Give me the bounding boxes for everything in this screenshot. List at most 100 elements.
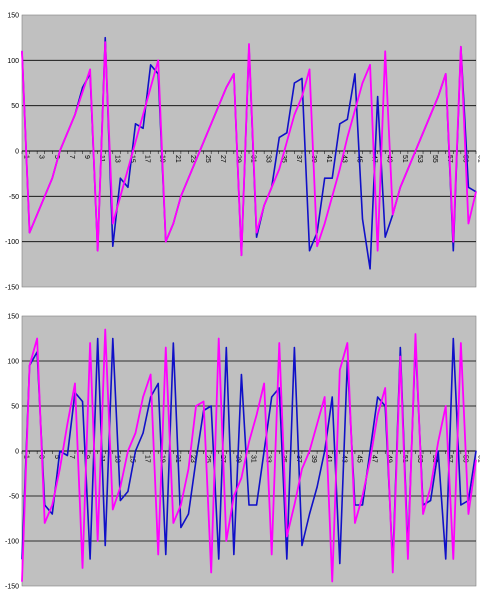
data-point-blue: [475, 450, 477, 452]
data-point-magenta: [127, 168, 129, 170]
data-point-magenta: [240, 477, 243, 479]
data-point-magenta: [195, 159, 197, 161]
data-point-magenta: [28, 364, 31, 367]
data-point-blue: [301, 544, 303, 547]
x-tick-label: 49: [386, 455, 393, 463]
y-tick-label: 150: [7, 314, 19, 321]
data-point-magenta: [233, 73, 235, 75]
data-point-magenta: [74, 114, 76, 116]
data-point-magenta: [119, 195, 121, 197]
x-tick-label: 47: [371, 455, 378, 463]
x-tick-label: 13: [113, 455, 120, 463]
data-point-blue: [354, 73, 356, 75]
data-point-magenta: [271, 186, 273, 188]
data-point-magenta: [127, 450, 129, 452]
data-point-magenta: [339, 369, 341, 371]
data-point-magenta: [142, 114, 144, 116]
data-point-blue: [187, 513, 190, 515]
data-point-blue: [165, 553, 167, 556]
data-point-magenta: [475, 191, 477, 193]
data-point-blue: [134, 123, 137, 125]
x-tick-label: 15: [128, 455, 135, 463]
x-tick-label: 53: [416, 155, 423, 163]
data-point-magenta: [301, 468, 303, 470]
y-tick-label: 150: [7, 13, 19, 20]
y-tick-label: 100: [7, 58, 19, 65]
x-tick-label: 59: [461, 455, 468, 463]
data-point-magenta: [157, 553, 159, 556]
x-tick-label: 37: [295, 155, 302, 163]
data-point-magenta: [28, 232, 31, 234]
data-point-magenta: [452, 241, 454, 243]
data-point-magenta: [59, 150, 61, 152]
x-tick-label: 23: [189, 455, 196, 463]
data-point-magenta: [195, 405, 197, 407]
data-point-blue: [361, 218, 364, 220]
data-point-blue: [119, 177, 121, 179]
x-tick-label: 23: [189, 155, 196, 163]
x-tick-label: 17: [144, 155, 151, 163]
data-point-magenta: [414, 333, 417, 335]
data-point-magenta: [377, 250, 379, 252]
x-tick-label: 39: [310, 455, 317, 463]
data-point-magenta: [225, 540, 227, 542]
x-tick-label: 5: [53, 155, 60, 159]
data-point-magenta: [422, 132, 424, 134]
data-point-magenta: [316, 245, 318, 247]
data-point-blue: [97, 337, 99, 340]
x-tick-label: 7: [68, 155, 75, 159]
data-point-magenta: [369, 459, 371, 461]
data-point-magenta: [354, 109, 356, 111]
data-point-blue: [437, 450, 439, 452]
data-point-magenta: [445, 73, 447, 75]
data-point-magenta: [36, 213, 38, 216]
data-point-magenta: [324, 222, 326, 225]
data-point-magenta: [218, 337, 220, 340]
data-point-magenta: [331, 580, 333, 583]
data-point-magenta: [308, 450, 311, 452]
data-point-blue: [150, 64, 152, 66]
data-point-blue: [172, 342, 174, 344]
data-point-magenta: [437, 441, 439, 443]
data-point-blue: [308, 513, 311, 515]
data-point-magenta: [255, 232, 258, 234]
data-point-magenta: [150, 86, 152, 89]
data-point-magenta: [354, 522, 356, 524]
data-point-blue: [263, 450, 265, 452]
data-point-magenta: [97, 250, 99, 252]
data-point-blue: [377, 396, 379, 398]
data-point-magenta: [331, 195, 333, 197]
data-point-blue: [346, 118, 348, 120]
data-point-blue: [377, 96, 379, 98]
data-point-blue: [89, 558, 91, 560]
data-point-magenta: [414, 150, 417, 152]
data-point-magenta: [467, 222, 470, 225]
data-point-magenta: [407, 558, 409, 560]
x-tick-label: 51: [401, 155, 408, 163]
y-tick-label: 100: [7, 359, 19, 366]
x-tick-label: 5: [53, 455, 60, 459]
data-point-magenta: [430, 486, 432, 488]
y-tick-label: -50: [9, 494, 19, 501]
data-point-magenta: [346, 342, 348, 344]
y-tick-label: 50: [11, 103, 19, 110]
data-point-blue: [384, 236, 386, 238]
data-point-magenta: [134, 141, 137, 143]
data-point-blue: [81, 400, 84, 403]
data-point-magenta: [346, 136, 348, 138]
y-tick-label: -100: [5, 239, 19, 246]
data-point-blue: [369, 268, 371, 270]
data-point-blue: [127, 186, 129, 188]
data-point-blue: [180, 526, 182, 529]
data-point-blue: [225, 346, 227, 349]
data-point-blue: [104, 544, 106, 547]
data-point-magenta: [112, 508, 114, 511]
data-point-magenta: [467, 513, 470, 515]
data-point-blue: [452, 250, 454, 252]
data-point-magenta: [36, 337, 38, 340]
data-point-magenta: [157, 59, 159, 61]
x-tick-label: 25: [204, 155, 211, 163]
data-point-magenta: [407, 168, 409, 170]
data-point-magenta: [286, 535, 288, 538]
